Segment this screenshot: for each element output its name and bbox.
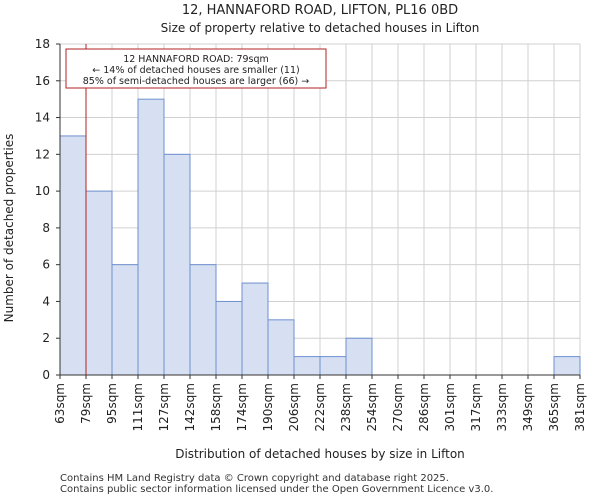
bar	[241, 282, 269, 376]
x-axis-label: Distribution of detached houses by size …	[175, 447, 465, 461]
y-tick-label: 10	[35, 184, 50, 198]
bar	[345, 337, 373, 376]
y-tick-label: 16	[35, 74, 50, 88]
x-tick-label: 95sqm	[105, 383, 119, 424]
y-tick-label: 18	[35, 37, 50, 51]
x-tick-label: 286sqm	[417, 383, 431, 431]
annotation-box	[65, 48, 327, 89]
x-tick-labels: 63sqm 79sqm 95sqm 111sqm 127sqm 142sqm 158sqm 1…	[53, 375, 587, 431]
chart-title: 12, HANNAFORD ROAD, LIFTON, PL16 0BD	[182, 3, 458, 18]
x-tick-label: 206sqm	[287, 383, 301, 431]
y-axis-label: Number of detached properties	[2, 134, 16, 323]
bar	[163, 153, 191, 376]
annotation: 12 HANNAFORD ROAD: 79sqm← 14% of detache…	[65, 48, 327, 89]
y-tick-label: 8	[42, 221, 50, 235]
x-tick-label: 190sqm	[261, 383, 275, 431]
bar	[111, 264, 139, 376]
x-tick-label: 142sqm	[183, 383, 197, 431]
x-tick-label: 174sqm	[235, 383, 249, 431]
x-tick-label: 79sqm	[79, 383, 93, 424]
bar	[137, 98, 165, 376]
footer-line-2: Contains public sector information licen…	[60, 484, 494, 495]
bar	[59, 135, 87, 376]
y-tick-label: 12	[35, 147, 50, 161]
bars	[59, 98, 581, 376]
y-tick-label: 4	[42, 294, 50, 308]
annotation-line: 12 HANNAFORD ROAD: 79sqm	[123, 54, 269, 65]
x-tick-label: 381sqm	[573, 383, 587, 431]
x-tick-label: 254sqm	[365, 383, 379, 431]
x-tick-label: 127sqm	[157, 383, 171, 431]
bar	[553, 356, 581, 376]
bar	[319, 356, 347, 376]
y-tick-label: 2	[42, 331, 50, 345]
bar	[85, 190, 113, 376]
x-tick-label: 349sqm	[521, 383, 535, 431]
bar	[267, 319, 295, 376]
annotation-line: ← 14% of detached houses are smaller (11…	[92, 65, 299, 76]
bar	[215, 300, 243, 376]
x-tick-label: 333sqm	[495, 383, 509, 431]
x-tick-label: 301sqm	[443, 383, 457, 431]
bar	[189, 264, 217, 376]
x-tick-label: 270sqm	[391, 383, 405, 431]
x-tick-label: 111sqm	[131, 383, 145, 431]
y-tick-label: 0	[42, 368, 50, 382]
annotation-line: 85% of semi-detached houses are larger (…	[83, 76, 310, 87]
chart-subtitle: Size of property relative to detached ho…	[161, 21, 480, 35]
x-tick-label: 63sqm	[53, 383, 67, 424]
y-tick-label: 14	[35, 111, 50, 125]
y-tick-label: 6	[42, 258, 50, 272]
x-tick-label: 158sqm	[209, 383, 223, 431]
x-tick-label: 238sqm	[339, 383, 353, 431]
x-tick-label: 317sqm	[469, 383, 483, 431]
bar	[293, 356, 321, 376]
y-tick-labels: 0 2 4 6 8 10 12 14 16 18	[35, 37, 60, 382]
x-tick-label: 365sqm	[547, 383, 561, 431]
footer-line-1: Contains HM Land Registry data © Crown c…	[60, 473, 449, 484]
x-tick-label: 222sqm	[313, 383, 327, 431]
